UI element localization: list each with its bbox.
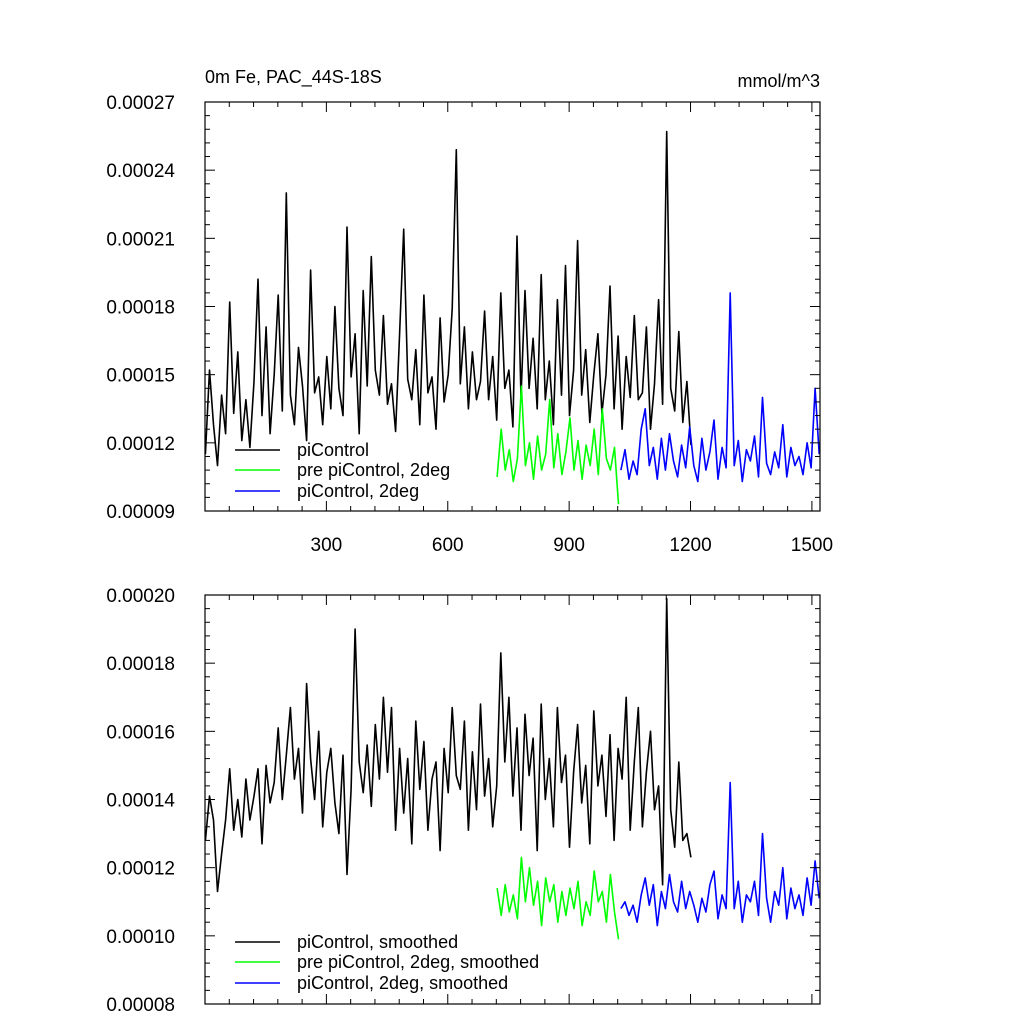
bottom-y-tick-label: 0.00012: [106, 859, 175, 880]
legend-label-pre-picontrol-2deg-smoothed: pre piControl, 2deg, smoothed: [297, 952, 539, 972]
top-panel: 0m Fe, PAC_44S-18S mmol/m^3 0.000090.000…: [106, 67, 833, 556]
top-panel-legend: piControl pre piControl, 2deg piControl,…: [235, 440, 450, 501]
bottom-panel-ticks: [205, 594, 820, 1005]
legend-label-picontrol-smoothed: piControl, smoothed: [297, 932, 458, 952]
series-line-pre-picontrol-2deg: [496, 385, 620, 505]
legend-label-picontrol: piControl: [297, 440, 369, 460]
top-panel-lines: [204, 130, 820, 505]
series-line-picontrol-2deg: [620, 292, 820, 483]
bottom-y-tick-label: 0.00020: [106, 586, 175, 607]
bottom-panel-y-tick-labels: 0.00008 0.00010 0.00012 0.00014 0.00016 0.000…: [106, 586, 175, 1016]
top-panel-ticks: [205, 101, 820, 512]
legend-label-picontrol-2deg: piControl, 2deg: [297, 481, 419, 501]
top-panel-frame: [204, 101, 821, 512]
bottom-panel: 0.00008 0.00010 0.00012 0.00014 0.00016 0.000…: [106, 586, 821, 1016]
bottom-y-tick-label: 0.00008: [106, 995, 175, 1016]
top-panel-units: mmol/m^3: [738, 71, 820, 91]
top-y-tick-label: 0.00012: [106, 434, 175, 455]
bottom-y-tick-label: 0.00014: [106, 791, 175, 812]
legend-label-picontrol-2deg-smoothed: piControl, 2deg, smoothed: [297, 973, 508, 993]
series-line-picontrol: [204, 130, 692, 467]
top-x-tick-label: 900: [553, 535, 585, 556]
bottom-panel-frame: [204, 594, 821, 1005]
top-y-tick-label: 0.00015: [106, 366, 175, 387]
bottom-panel-lines: [204, 597, 820, 940]
top-y-tick-label: 0.00021: [106, 229, 175, 250]
top-y-tick-label: 0.00018: [106, 298, 175, 319]
bottom-y-tick-label: 0.00018: [106, 654, 175, 675]
bottom-y-tick-label: 0.00016: [106, 722, 175, 743]
top-panel-title: 0m Fe, PAC_44S-18S: [205, 67, 382, 88]
top-panel-x-tick-labels: 300 600 900 1200 1500: [311, 535, 834, 556]
top-y-tick-label: 0.00024: [106, 161, 175, 182]
bottom-panel-legend: piControl, smoothed pre piControl, 2deg,…: [235, 932, 539, 993]
bottom-y-tick-label: 0.00010: [106, 927, 175, 948]
series-line-picontrol-2deg-smoothed: [620, 781, 820, 927]
top-x-tick-label: 1500: [791, 535, 833, 556]
series-line-pre-picontrol-2deg-smoothed: [496, 856, 620, 940]
legend-label-pre-picontrol-2deg: pre piControl, 2deg: [297, 460, 450, 480]
top-y-tick-label: 0.00009: [106, 502, 175, 523]
top-panel-y-tick-labels: 0.00009 0.00012 0.00015 0.00018 0.00021 0.000…: [106, 93, 175, 523]
top-y-tick-label: 0.00027: [106, 93, 175, 114]
top-x-tick-label: 300: [311, 535, 343, 556]
top-x-tick-label: 600: [432, 535, 464, 556]
top-x-tick-label: 1200: [669, 535, 711, 556]
series-line-picontrol-smoothed: [204, 597, 692, 893]
